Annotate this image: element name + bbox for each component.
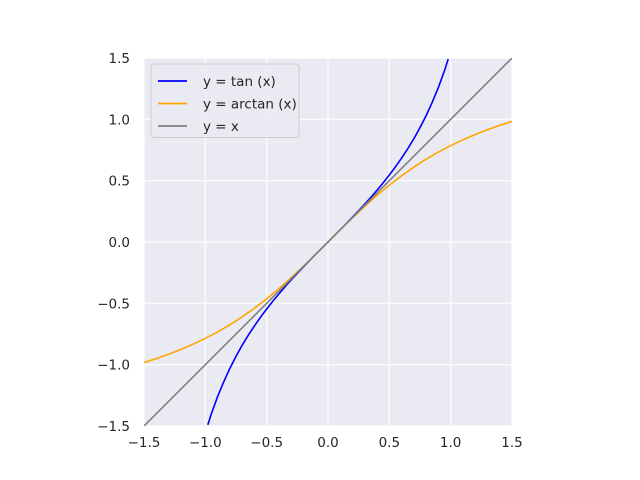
y-tick-label: 1.5 [109, 51, 130, 67]
x-tick-label: −1.0 [189, 435, 222, 451]
y-axis: −1.5 −1.0 −0.5 0.0 0.5 1.0 1.5 [97, 51, 130, 435]
legend: y = tan (x) y = arctan (x) y = x [150, 63, 300, 138]
legend-label: y = x [203, 119, 239, 135]
x-tick-label: −1.5 [128, 435, 161, 451]
series-group [144, 58, 512, 426]
legend-label: y = arctan (x) [203, 97, 297, 113]
x-tick-label: 1.5 [501, 435, 522, 451]
x-tick-label: 0.0 [317, 435, 338, 451]
y-tick-label: 0.5 [109, 174, 130, 190]
x-tick-label: 0.5 [379, 435, 400, 451]
x-tick-label: 1.0 [440, 435, 461, 451]
y-tick-label: 1.0 [109, 112, 130, 128]
x-tick-label: −0.5 [250, 435, 283, 451]
series-line-2 [144, 58, 512, 426]
y-tick-label: −1.5 [97, 419, 130, 435]
legend-box [150, 63, 300, 138]
y-tick-label: 0.0 [109, 235, 130, 251]
y-tick-label: −1.0 [97, 358, 130, 374]
x-axis: −1.5 −1.0 −0.5 0.0 0.5 1.0 1.5 [128, 435, 523, 451]
legend-label: y = tan (x) [203, 74, 276, 90]
y-tick-label: −0.5 [97, 296, 130, 312]
